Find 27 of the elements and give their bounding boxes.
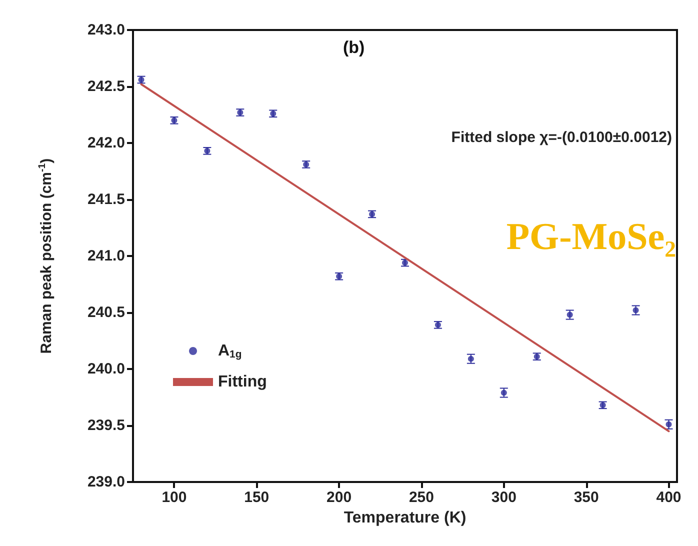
y-tick-label: 242.0 [87,134,125,152]
text: (b) [343,38,365,57]
annotation: PG-MoSe₂ [506,216,676,258]
y-tick-label: 241.0 [87,248,125,264]
legend-label: Fitting [218,374,267,390]
x-tick-label: 200 [326,489,352,506]
y-tick-label: 241.5 [87,191,125,208]
point [666,421,672,428]
y-tick-label: 239.5 [87,417,125,434]
y-tick-label: 240.0 [87,360,125,378]
x-tick-label: 300 [491,489,516,506]
annotation: Fitted slope χ=-(0.0100±0.0012) [451,129,672,146]
point [632,307,639,314]
y-tick-label: 240.5 [87,304,125,321]
x-tick-label: 350 [574,489,599,506]
point [468,356,474,362]
y-tick-label: 242.5 [87,78,125,95]
point [500,390,507,396]
point [566,312,573,318]
x-tick-label: 400 [656,489,682,506]
y-tick-label: 243.0 [87,22,125,38]
x-axis-title: Temperature (K) [344,509,466,526]
x-tick-label: 100 [162,489,187,506]
x-tick-label: 150 [244,489,270,506]
y-axis-title: Raman peak position (cm-1) [37,158,55,354]
x-tick-label: 250 [408,489,434,506]
y-tick-label: 239.0 [87,474,125,490]
